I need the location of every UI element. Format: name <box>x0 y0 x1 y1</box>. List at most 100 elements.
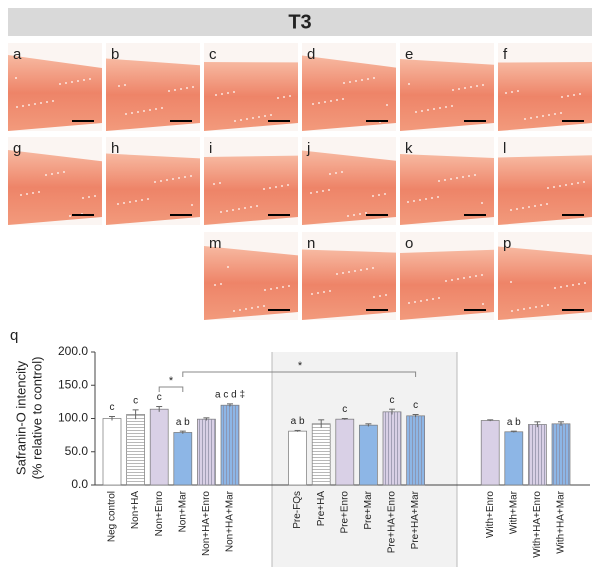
bar-hatch <box>383 411 401 485</box>
x-tick-label: Pre+HA+Enro <box>387 491 398 554</box>
cell <box>547 304 549 306</box>
cell <box>263 188 265 190</box>
cell <box>244 207 246 209</box>
cell <box>137 111 139 113</box>
bar <box>359 424 378 486</box>
cell <box>536 116 538 118</box>
cell <box>190 175 192 177</box>
cell <box>438 180 440 182</box>
x-tick-label: Non+HA+Mar <box>225 490 236 552</box>
cell <box>233 310 235 312</box>
cell <box>324 101 326 103</box>
cell <box>154 181 156 183</box>
cell <box>214 284 216 286</box>
cell <box>258 116 260 118</box>
panel-label: d <box>307 46 315 63</box>
cell <box>385 294 387 296</box>
cell <box>541 305 543 307</box>
bar-hatch <box>197 419 216 485</box>
x-tick-label: With+Mar <box>508 490 519 534</box>
cell <box>20 194 22 196</box>
cell <box>567 95 569 97</box>
cell <box>546 203 548 205</box>
cell <box>367 78 369 80</box>
cell <box>281 185 283 187</box>
cell <box>372 195 374 197</box>
cell <box>282 286 284 288</box>
cell <box>510 281 512 283</box>
cell <box>458 88 460 90</box>
cell <box>88 196 90 198</box>
panel-label: e <box>405 46 413 63</box>
cell <box>65 82 67 84</box>
cell <box>373 77 375 79</box>
cell <box>161 107 163 109</box>
cell <box>347 215 349 217</box>
bar <box>480 420 500 486</box>
cell <box>348 271 350 273</box>
tissue <box>400 154 494 225</box>
cell <box>516 208 518 210</box>
value-annotation: c <box>390 395 395 406</box>
value-annotation: c <box>342 404 347 415</box>
cell <box>233 91 235 93</box>
cell <box>277 97 279 99</box>
cell <box>457 278 459 280</box>
cell <box>180 88 182 90</box>
bar-hatch <box>126 414 145 485</box>
cell <box>438 297 440 299</box>
cell <box>463 277 465 279</box>
cell <box>421 110 423 112</box>
panel-label: k <box>405 140 413 157</box>
bracket-label: * <box>169 375 174 387</box>
cell <box>420 300 422 302</box>
y-tick-label: 200.0 <box>58 344 88 358</box>
cell <box>577 182 579 184</box>
cell <box>433 108 435 110</box>
x-tick-label: Neg control <box>107 491 118 542</box>
x-tick-label: With+HA+Mar <box>556 490 567 553</box>
bar-hatch <box>312 423 331 485</box>
cell <box>481 274 483 276</box>
y-tick-label: 100.0 <box>58 411 88 425</box>
bar <box>504 431 524 486</box>
panel-label: i <box>209 140 212 157</box>
cell <box>316 191 318 193</box>
cell <box>359 213 361 215</box>
cell <box>578 283 580 285</box>
cell <box>524 118 526 120</box>
cell <box>264 115 266 117</box>
cell <box>232 209 234 211</box>
tissue <box>204 62 298 131</box>
cell <box>470 86 472 88</box>
panel-label: l <box>503 140 506 157</box>
cell <box>275 186 277 188</box>
cell <box>456 177 458 179</box>
cell <box>511 310 513 312</box>
cell <box>317 292 319 294</box>
cell <box>482 84 484 86</box>
cell <box>419 199 421 201</box>
cell <box>413 200 415 202</box>
cell <box>349 81 351 83</box>
cell <box>335 172 337 174</box>
value-annotation: a b <box>291 416 305 427</box>
panel-label: q <box>10 327 18 344</box>
cell <box>184 176 186 178</box>
cell <box>450 178 452 180</box>
cell <box>534 205 536 207</box>
cell <box>366 268 368 270</box>
cell <box>71 81 73 83</box>
cell <box>168 90 170 92</box>
panel-label: n <box>307 235 315 252</box>
cell <box>427 109 429 111</box>
cell <box>32 192 34 194</box>
tissue <box>8 55 102 131</box>
title: T3 <box>288 11 311 33</box>
cell <box>444 179 446 181</box>
panel-label: g <box>13 140 21 157</box>
cell <box>172 178 174 180</box>
x-tick-label: Non+Enro <box>154 491 165 537</box>
cell <box>38 191 40 193</box>
